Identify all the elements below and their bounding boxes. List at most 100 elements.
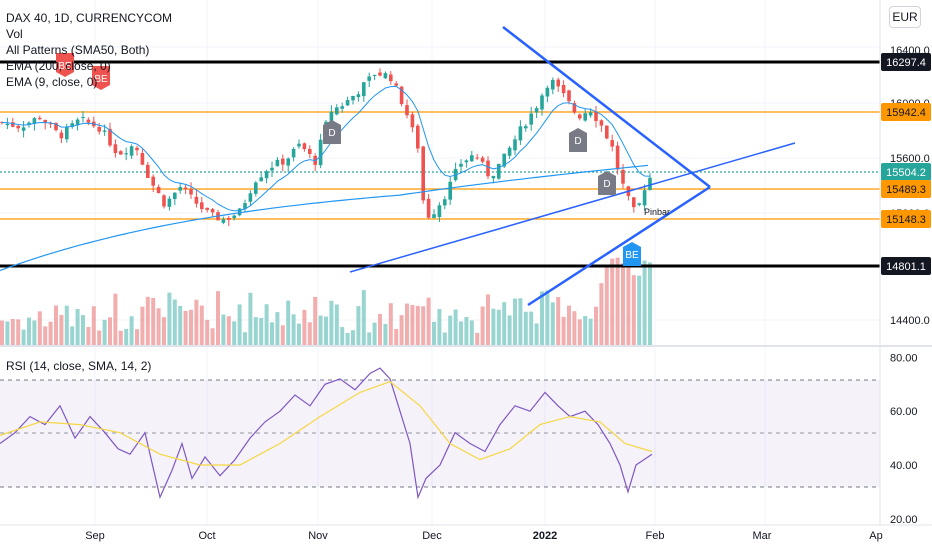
candle-body <box>11 122 15 127</box>
volume-bar <box>378 313 382 345</box>
volume-bar <box>313 296 318 345</box>
volume-bar <box>529 311 534 345</box>
price-tick-label: 14400.0 <box>890 315 930 327</box>
candle-body <box>135 147 139 151</box>
ema-9-line <box>1 85 651 212</box>
volume-bar <box>502 302 507 345</box>
trendline-support[interactable] <box>349 142 796 273</box>
volume-bar <box>108 317 112 345</box>
volume-bar <box>151 297 156 345</box>
candle-body <box>21 127 26 131</box>
volume-bar <box>372 322 377 345</box>
volume-bar <box>421 306 426 345</box>
candle-body <box>475 157 479 159</box>
volume-bar <box>561 316 566 345</box>
rsi-legend[interactable]: RSI (14, close, SMA, 14, 2) <box>6 359 152 373</box>
volume-bar <box>437 309 442 345</box>
candle-body <box>243 203 247 210</box>
candle-body <box>594 111 598 122</box>
candle-body <box>264 171 269 179</box>
candle-body <box>578 114 582 119</box>
price-level-label-bg <box>881 163 931 181</box>
candle-body <box>102 130 107 132</box>
volume-bar <box>388 303 393 345</box>
currency-button[interactable]: EUR <box>889 6 921 28</box>
volume-bar <box>291 314 296 345</box>
candle-body <box>632 197 636 208</box>
volume-bar <box>405 303 409 345</box>
volume-bar <box>486 294 490 345</box>
candle-body <box>291 148 296 158</box>
candle-body <box>140 152 145 165</box>
candle-body <box>443 199 447 206</box>
candle-body <box>529 113 533 125</box>
candle-body <box>545 87 550 97</box>
rsi-tick-label: 20.00 <box>890 514 918 526</box>
candle-body <box>480 157 485 162</box>
candle-body <box>437 205 442 218</box>
candle-body <box>270 167 274 171</box>
volume-bar <box>91 306 96 345</box>
volume-bar <box>216 291 220 345</box>
candle-body <box>108 128 112 146</box>
pattern-marker <box>623 242 641 266</box>
volume-bar <box>572 311 577 345</box>
legend-ema-200[interactable]: EMA (200, close, 0) <box>6 59 111 73</box>
candle-body <box>119 151 123 155</box>
volume-bar <box>513 298 517 345</box>
chart-legend: DAX 40, 1D, CURRENCYCOM Vol All Patterns… <box>6 10 172 90</box>
candle-body <box>502 153 506 167</box>
volume-bar <box>399 315 404 345</box>
legend-vol[interactable]: Vol <box>6 27 23 41</box>
volume-bar <box>345 332 350 345</box>
volume-bar <box>642 260 647 345</box>
candle-body <box>194 196 199 204</box>
volume-bar <box>162 317 166 345</box>
rsi-line <box>0 367 653 500</box>
candle-body <box>27 122 31 125</box>
symbol-title[interactable]: DAX 40, 1D, CURRENCYCOM <box>6 11 173 25</box>
candle-body <box>513 139 517 151</box>
candle-body <box>362 82 366 97</box>
candle-body <box>97 126 101 132</box>
trendline-upper[interactable] <box>502 26 711 188</box>
price-level-label-bg <box>881 257 931 275</box>
volume-bar <box>32 320 37 345</box>
candle-body <box>254 182 258 194</box>
candle-body <box>432 214 436 218</box>
volume-bar <box>280 325 285 345</box>
candle-body <box>556 79 560 87</box>
volume-bar <box>507 315 512 345</box>
trendline-lower[interactable] <box>527 185 711 307</box>
candle-body <box>48 123 53 125</box>
volume-bar <box>426 297 431 345</box>
candle-body <box>518 126 523 141</box>
candle-body <box>642 190 647 206</box>
candle-body <box>540 95 544 110</box>
volume-bar <box>637 275 642 345</box>
candle-body <box>572 103 577 113</box>
volume-bar <box>156 308 161 345</box>
candle-body <box>486 160 490 177</box>
candle-body <box>588 112 593 116</box>
volume-bar <box>588 318 593 345</box>
candle-body <box>183 187 188 190</box>
candle-body <box>151 176 155 186</box>
volume-bar <box>577 319 582 345</box>
volume-bar <box>556 296 561 345</box>
volume-bar <box>253 317 258 345</box>
legend-ema-9[interactable]: EMA (9, close, 0) <box>6 75 98 89</box>
volume-bar <box>237 304 242 345</box>
volume-bar <box>599 283 604 345</box>
legend-all-patterns[interactable]: All Patterns (SMA50, Both) <box>6 43 150 57</box>
candle-body <box>70 123 74 128</box>
volume-bar <box>124 328 129 345</box>
volume-bar <box>297 323 301 345</box>
candle-body <box>200 202 204 210</box>
candles <box>0 68 652 227</box>
candle-body <box>497 163 501 179</box>
volume-bar <box>286 300 291 345</box>
volume-bar <box>361 290 366 345</box>
time-axis: Sep Oct Nov Dec 2022 Feb Mar Ap <box>85 530 883 542</box>
